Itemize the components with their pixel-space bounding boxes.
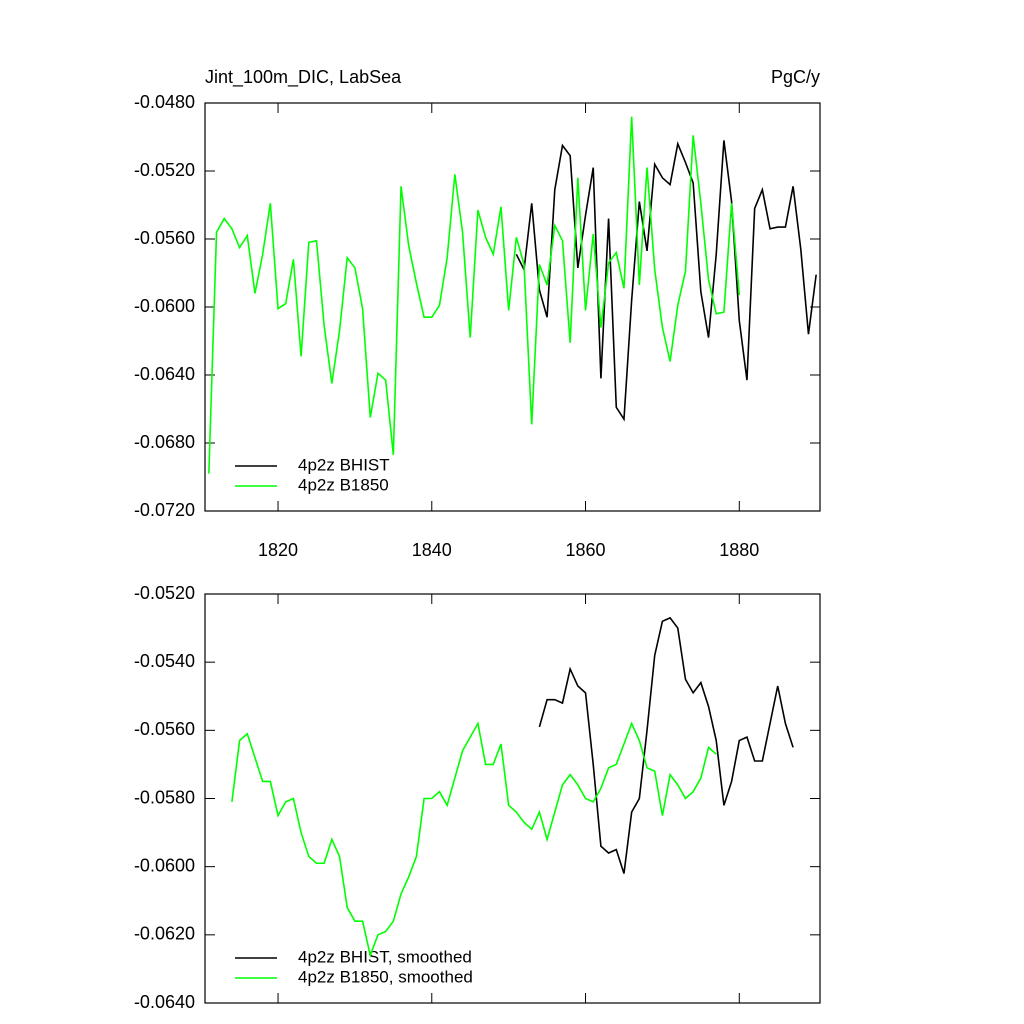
plot-frame bbox=[204, 593, 821, 1004]
y-tick-label: -0.0600 bbox=[134, 855, 195, 875]
chart-title: Jint_100m_DIC, LabSea bbox=[205, 67, 402, 88]
y-tick-label: -0.0600 bbox=[134, 296, 195, 316]
y-tick-label: -0.0480 bbox=[134, 92, 195, 112]
y-tick-label: -0.0640 bbox=[134, 364, 195, 384]
legend-label: 4p2z B1850, smoothed bbox=[298, 967, 473, 986]
y-tick-label: -0.0720 bbox=[134, 500, 195, 520]
y-tick-label: -0.0680 bbox=[134, 432, 195, 452]
y-tick-label: -0.0540 bbox=[134, 651, 195, 671]
x-tick-label: 1860 bbox=[566, 540, 606, 560]
x-tick-label: 1820 bbox=[258, 540, 298, 560]
x-tick-label: 1840 bbox=[412, 540, 452, 560]
legend-label: 4p2z B1850 bbox=[298, 475, 389, 494]
data-line bbox=[515, 140, 817, 422]
legend-label: 4p2z BHIST, smoothed bbox=[298, 947, 472, 966]
y-tick-label: -0.0520 bbox=[134, 160, 195, 180]
y-tick-label: -0.0560 bbox=[134, 228, 195, 248]
x-tick-label: 1880 bbox=[719, 540, 759, 560]
units-label: PgC/y bbox=[771, 67, 820, 87]
y-tick-label: -0.0620 bbox=[134, 924, 195, 944]
y-tick-label: -0.0520 bbox=[134, 583, 195, 603]
legend-label: 4p2z BHIST bbox=[298, 455, 390, 474]
y-tick-label: -0.0640 bbox=[134, 992, 195, 1012]
y-tick-label: -0.0560 bbox=[134, 719, 195, 739]
data-line bbox=[208, 116, 741, 474]
y-tick-label: -0.0580 bbox=[134, 787, 195, 807]
data-line bbox=[231, 721, 717, 959]
data-line bbox=[538, 616, 794, 874]
